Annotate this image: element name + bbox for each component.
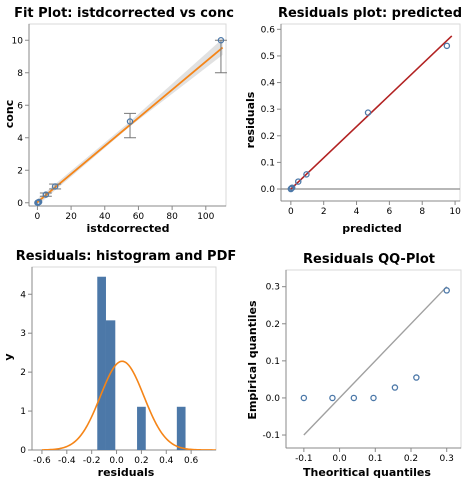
qq-plot-ylabel: Empirical quantiles bbox=[246, 300, 259, 420]
y-tick-label: 0.2 bbox=[261, 132, 275, 142]
x-tick-label: -0.1 bbox=[295, 454, 313, 464]
qq-plot-title: Residuals QQ-Plot bbox=[303, 252, 435, 267]
x-tick-label: 0.2 bbox=[404, 454, 418, 464]
data-point bbox=[443, 287, 450, 294]
data-point bbox=[51, 183, 59, 190]
histogram-panel: Residuals: histogram and PDF -0.6 -0.4 -0.… bbox=[2, 249, 236, 479]
y-tick-label: 0 bbox=[17, 199, 23, 209]
y-tick-label: 0 bbox=[20, 446, 26, 456]
data-point bbox=[217, 37, 225, 44]
x-tick-label: 8 bbox=[419, 207, 425, 217]
y-tick-label: 2 bbox=[17, 166, 23, 176]
x-tick-label: 6 bbox=[387, 207, 393, 217]
x-tick-label: -0.2 bbox=[83, 456, 101, 466]
data-point bbox=[329, 394, 336, 402]
x-tick-label: 4 bbox=[354, 207, 360, 217]
data-point bbox=[303, 171, 310, 178]
x-tick-label: 0.1 bbox=[368, 454, 382, 464]
histogram-bar bbox=[105, 320, 116, 450]
qq-plot-area: -0.1 0.0 0.1 0.2 0.3 -0.1 0.0 0.1 0.2 0.3 bbox=[262, 269, 462, 464]
y-tick-label: 3 bbox=[20, 329, 26, 339]
residuals-plot-panel: Residuals plot: predicted 0 2 4 6 8 100.00.10… bbox=[244, 6, 462, 235]
y-tick-label: 0.0 bbox=[261, 185, 276, 195]
residuals-plot-ylabel: residuals bbox=[244, 91, 257, 148]
data-point bbox=[350, 394, 358, 402]
y-tick-label: 0.1 bbox=[261, 158, 275, 168]
residuals-plot-area: 0 2 4 6 8 10 0.0 0.1 0.2 0.3 0.4 0.5 0.6 bbox=[261, 23, 461, 217]
y-tick-label: 4 bbox=[17, 134, 23, 144]
qq-plot-panel: Residuals QQ-Plot -0.1 0.0 0.1 0.2 0.3 -0.1 0.… bbox=[246, 252, 462, 479]
plot-frame bbox=[285, 269, 462, 449]
residuals-plot-title: Residuals plot: predicted bbox=[278, 6, 462, 21]
data-point bbox=[413, 374, 420, 381]
x-tick-label: 2 bbox=[321, 207, 327, 217]
y-tick-label: 0.3 bbox=[266, 283, 280, 293]
qq-reference-line bbox=[303, 286, 448, 436]
fit-plot-xlabel: istdcorrected bbox=[87, 222, 170, 235]
x-tick-label: -0.4 bbox=[58, 456, 76, 466]
fit-plot-panel: Fit Plot: istdcorrected vs conc 0 20 40 60 8… bbox=[3, 6, 234, 235]
fit-plot-ylabel: conc bbox=[3, 100, 16, 128]
histogram-area: -0.6 -0.4 -0.2 0.0 0.2 0.4 0.6 0 1 2 3 4 bbox=[20, 266, 217, 466]
fit-line bbox=[35, 46, 224, 205]
x-tick-label: 0.2 bbox=[134, 456, 148, 466]
y-tick-label: 0.2 bbox=[266, 320, 280, 330]
data-point bbox=[126, 118, 134, 125]
residuals-plot-xlabel: predicted bbox=[342, 222, 402, 235]
y-tick-label: -0.1 bbox=[262, 431, 280, 441]
plot-frame bbox=[28, 23, 227, 207]
x-tick-label: 0 bbox=[288, 207, 294, 217]
data-point bbox=[42, 191, 50, 198]
data-point bbox=[294, 178, 302, 185]
x-tick-label: 100 bbox=[197, 212, 214, 222]
x-tick-label: 20 bbox=[65, 212, 77, 222]
histogram-bar bbox=[97, 276, 106, 450]
y-tick-label: 0.1 bbox=[266, 357, 280, 367]
histogram-bar bbox=[137, 406, 146, 450]
residual-trend-line bbox=[290, 35, 453, 190]
y-tick-label: 4 bbox=[20, 290, 26, 300]
y-tick-label: 0.3 bbox=[261, 105, 275, 115]
histogram-title: Residuals: histogram and PDF bbox=[16, 249, 237, 264]
x-tick-label: 0.3 bbox=[440, 454, 454, 464]
y-tick-label: 0.5 bbox=[261, 52, 275, 62]
y-tick-label: 0.4 bbox=[261, 79, 276, 89]
fit-plot-area: 0 20 40 60 80 100 0 2 4 6 8 10 bbox=[12, 23, 227, 222]
data-point bbox=[288, 184, 296, 191]
confidence-band bbox=[35, 38, 223, 207]
y-tick-label: 8 bbox=[17, 69, 23, 79]
x-tick-label: 60 bbox=[133, 212, 145, 222]
data-point bbox=[370, 394, 377, 402]
data-point bbox=[300, 394, 308, 402]
data-point bbox=[443, 42, 451, 50]
y-tick-label: 10 bbox=[12, 36, 24, 46]
data-point bbox=[364, 109, 372, 116]
x-tick-label: 0.0 bbox=[332, 454, 347, 464]
x-tick-label: 0 bbox=[35, 212, 41, 222]
histogram-bar bbox=[176, 406, 186, 450]
qq-plot-xlabel: Theoritical quantiles bbox=[303, 466, 431, 479]
x-tick-label: 0.6 bbox=[184, 456, 199, 466]
histogram-xlabel: residuals bbox=[98, 466, 155, 479]
data-point bbox=[391, 384, 399, 391]
x-tick-label: 10 bbox=[449, 207, 461, 217]
y-tick-label: 0.0 bbox=[266, 394, 281, 404]
fit-plot-title: Fit Plot: istdcorrected vs conc bbox=[14, 6, 234, 21]
y-tick-label: 1 bbox=[20, 407, 26, 417]
histogram-ylabel: y bbox=[2, 353, 15, 360]
x-tick-label: 40 bbox=[99, 212, 111, 222]
y-tick-label: 6 bbox=[17, 101, 23, 111]
data-point bbox=[35, 198, 43, 206]
pdf-curve bbox=[41, 360, 216, 450]
plot-frame bbox=[31, 266, 217, 451]
x-tick-label: 0.4 bbox=[159, 456, 174, 466]
x-tick-label: 0.0 bbox=[109, 456, 124, 466]
x-tick-label: 80 bbox=[166, 212, 178, 222]
y-tick-label: 2 bbox=[20, 368, 26, 378]
x-tick-label: -0.6 bbox=[33, 456, 51, 466]
y-tick-label: 0.6 bbox=[261, 25, 276, 35]
